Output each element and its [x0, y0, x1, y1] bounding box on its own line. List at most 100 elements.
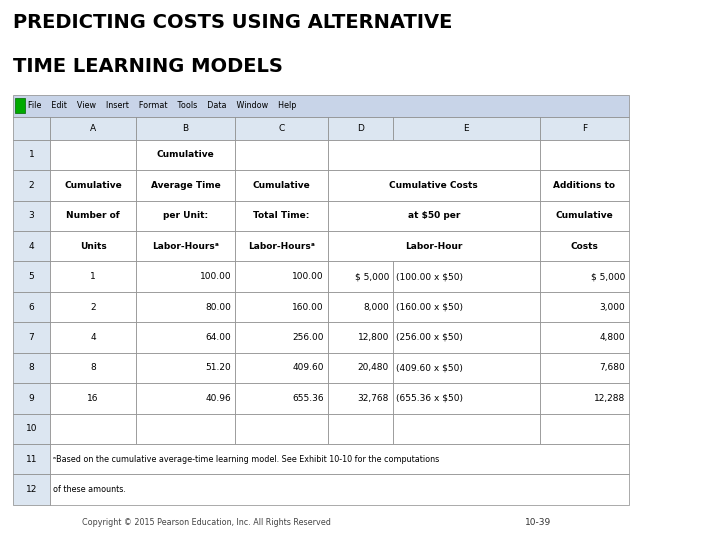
Bar: [540, 322, 629, 353]
Text: 9: 9: [29, 394, 35, 403]
Text: 160.00: 160.00: [292, 302, 324, 312]
Text: A: A: [90, 124, 96, 133]
Bar: [136, 261, 235, 292]
Text: 40.96: 40.96: [206, 394, 231, 403]
Bar: [235, 170, 328, 200]
Bar: [235, 117, 328, 140]
Text: (409.60 x $50): (409.60 x $50): [396, 363, 463, 373]
Bar: [328, 322, 392, 353]
Text: 4,800: 4,800: [600, 333, 625, 342]
Text: 51.20: 51.20: [206, 363, 231, 373]
Text: TIME LEARNING MODELS: TIME LEARNING MODELS: [13, 57, 282, 76]
Text: Cumulative: Cumulative: [157, 150, 215, 159]
Bar: [392, 414, 540, 444]
Bar: [540, 200, 629, 231]
Bar: [50, 444, 629, 475]
Text: 64.00: 64.00: [206, 333, 231, 342]
Bar: [328, 414, 392, 444]
Text: B: B: [182, 124, 189, 133]
Bar: [328, 140, 540, 170]
Bar: [235, 414, 328, 444]
Text: Labor-Hoursᵃ: Labor-Hoursᵃ: [152, 242, 219, 251]
Text: Units: Units: [80, 242, 107, 251]
Text: 3: 3: [29, 211, 35, 220]
Text: at $50 per: at $50 per: [408, 211, 460, 220]
Bar: [50, 353, 136, 383]
Bar: [136, 170, 235, 200]
Text: (100.00 x $50): (100.00 x $50): [396, 272, 463, 281]
Text: Cumulative: Cumulative: [253, 181, 310, 190]
Bar: [328, 231, 540, 261]
Bar: [235, 383, 328, 414]
Text: 8: 8: [90, 363, 96, 373]
Text: D: D: [357, 124, 364, 133]
Bar: [136, 414, 235, 444]
Bar: [328, 292, 392, 322]
Bar: [235, 292, 328, 322]
Text: 1: 1: [29, 150, 35, 159]
Bar: [50, 117, 136, 140]
Bar: [392, 292, 540, 322]
Bar: [540, 170, 629, 200]
Text: 7: 7: [29, 333, 35, 342]
Bar: [235, 322, 328, 353]
Bar: [50, 292, 136, 322]
Text: Cumulative Costs: Cumulative Costs: [390, 181, 478, 190]
Bar: [392, 117, 540, 140]
Bar: [136, 140, 235, 170]
Text: E: E: [464, 124, 469, 133]
Text: 100.00: 100.00: [199, 272, 231, 281]
Bar: [540, 383, 629, 414]
Bar: [50, 170, 136, 200]
Text: Copyright © 2015 Pearson Education, Inc. All Rights Reserved: Copyright © 2015 Pearson Education, Inc.…: [82, 518, 331, 526]
Bar: [328, 353, 392, 383]
Text: 11: 11: [26, 455, 37, 464]
Bar: [136, 200, 235, 231]
Text: Labor-Hour: Labor-Hour: [405, 242, 462, 251]
Text: Cumulative: Cumulative: [556, 211, 613, 220]
Text: F: F: [582, 124, 587, 133]
Text: 6: 6: [29, 302, 35, 312]
Text: 8,000: 8,000: [363, 302, 389, 312]
Bar: [50, 140, 136, 170]
Text: per Unit:: per Unit:: [163, 211, 208, 220]
Text: 4: 4: [90, 333, 96, 342]
Text: Number of: Number of: [66, 211, 120, 220]
Bar: [540, 117, 629, 140]
Bar: [328, 170, 540, 200]
Text: 12,288: 12,288: [594, 394, 625, 403]
Text: $ 5,000: $ 5,000: [591, 272, 625, 281]
Bar: [13, 117, 50, 140]
Text: 655.36: 655.36: [292, 394, 324, 403]
Bar: [136, 231, 235, 261]
Bar: [235, 231, 328, 261]
Text: (256.00 x $50): (256.00 x $50): [396, 333, 463, 342]
Bar: [13, 475, 50, 505]
Bar: [15, 98, 25, 113]
Bar: [392, 383, 540, 414]
Bar: [13, 140, 50, 170]
Text: 8: 8: [29, 363, 35, 373]
Text: 7,680: 7,680: [600, 363, 625, 373]
Text: C: C: [279, 124, 284, 133]
Bar: [392, 261, 540, 292]
Text: 409.60: 409.60: [292, 363, 324, 373]
Bar: [540, 140, 629, 170]
Text: (160.00 x $50): (160.00 x $50): [396, 302, 463, 312]
Bar: [50, 475, 629, 505]
Text: ᵃBased on the cumulative average-time learning model. See Exhibit 10-10 for the : ᵃBased on the cumulative average-time le…: [53, 455, 440, 464]
Bar: [13, 231, 50, 261]
Text: 2: 2: [90, 302, 96, 312]
Text: PREDICTING COSTS USING ALTERNATIVE: PREDICTING COSTS USING ALTERNATIVE: [13, 14, 452, 32]
Bar: [136, 322, 235, 353]
Text: 10-39: 10-39: [525, 518, 551, 526]
Bar: [392, 353, 540, 383]
Bar: [328, 383, 392, 414]
Text: 3,000: 3,000: [600, 302, 625, 312]
Text: Average Time: Average Time: [150, 181, 220, 190]
Bar: [13, 200, 50, 231]
Bar: [13, 261, 50, 292]
Bar: [13, 94, 629, 117]
Text: 16: 16: [87, 394, 99, 403]
Text: 12,800: 12,800: [358, 333, 389, 342]
